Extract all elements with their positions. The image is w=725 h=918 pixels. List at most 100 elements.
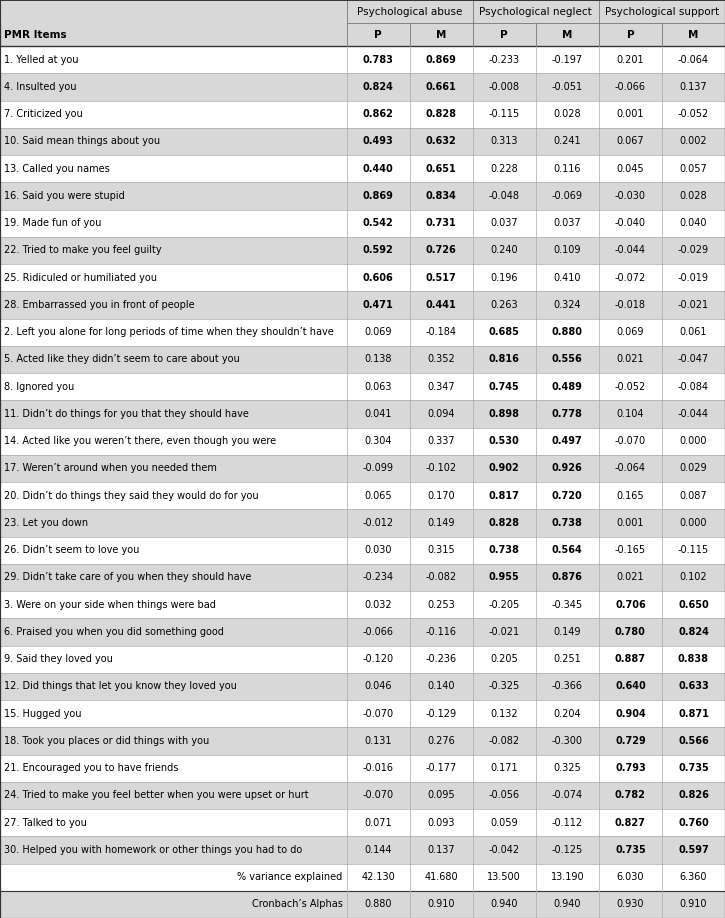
Bar xyxy=(347,264,410,291)
Text: 0.137: 0.137 xyxy=(679,82,708,92)
Bar xyxy=(662,23,725,46)
Text: 0.930: 0.930 xyxy=(617,900,644,910)
Text: -0.052: -0.052 xyxy=(615,382,646,392)
Text: 0.001: 0.001 xyxy=(617,109,644,119)
Bar xyxy=(662,727,725,755)
Text: M: M xyxy=(562,29,573,39)
Bar xyxy=(473,591,536,619)
Bar xyxy=(599,836,662,864)
Text: 0.149: 0.149 xyxy=(554,627,581,637)
Bar xyxy=(536,346,599,373)
Bar xyxy=(662,428,725,454)
Bar xyxy=(0,400,347,428)
Text: 0.940: 0.940 xyxy=(554,900,581,910)
Bar xyxy=(662,183,725,209)
Bar xyxy=(536,128,599,155)
Bar xyxy=(410,319,473,346)
Bar xyxy=(0,319,347,346)
Text: 0.040: 0.040 xyxy=(680,218,707,229)
Bar xyxy=(599,101,662,128)
Text: 0.087: 0.087 xyxy=(679,491,708,500)
Bar xyxy=(0,619,347,645)
Text: 0.045: 0.045 xyxy=(616,163,645,174)
Text: 0.030: 0.030 xyxy=(365,545,392,555)
Text: 0.263: 0.263 xyxy=(490,300,518,310)
Text: 0.862: 0.862 xyxy=(362,109,394,119)
Text: 0.817: 0.817 xyxy=(489,491,520,500)
Bar xyxy=(347,183,410,209)
Bar xyxy=(536,700,599,727)
Text: 0.834: 0.834 xyxy=(426,191,457,201)
Text: 0.313: 0.313 xyxy=(491,137,518,147)
Text: 0.816: 0.816 xyxy=(489,354,520,364)
Bar xyxy=(347,400,410,428)
Bar xyxy=(0,755,347,782)
Bar xyxy=(536,400,599,428)
Bar xyxy=(536,482,599,509)
Text: -0.021: -0.021 xyxy=(489,627,520,637)
Text: 0.738: 0.738 xyxy=(489,545,520,555)
Bar xyxy=(410,509,473,536)
Bar xyxy=(599,264,662,291)
Text: 0.729: 0.729 xyxy=(615,736,646,746)
Bar xyxy=(0,727,347,755)
Text: 0.745: 0.745 xyxy=(489,382,520,392)
Text: 0.783: 0.783 xyxy=(362,55,394,65)
Text: -0.120: -0.120 xyxy=(362,655,394,664)
Bar xyxy=(536,46,599,73)
Bar xyxy=(347,700,410,727)
Bar xyxy=(536,864,599,890)
Bar xyxy=(473,264,536,291)
Text: 1. Yelled at you: 1. Yelled at you xyxy=(4,55,78,65)
Text: 0.094: 0.094 xyxy=(428,409,455,419)
Text: 0.069: 0.069 xyxy=(617,327,644,337)
Text: 19. Made fun of you: 19. Made fun of you xyxy=(4,218,102,229)
Text: -0.064: -0.064 xyxy=(678,55,709,65)
Text: 0.880: 0.880 xyxy=(552,327,583,337)
Text: 13.500: 13.500 xyxy=(487,872,521,882)
Bar xyxy=(662,619,725,645)
Text: 0.926: 0.926 xyxy=(552,464,583,474)
Text: 0.902: 0.902 xyxy=(489,464,520,474)
Bar xyxy=(347,727,410,755)
Text: -0.066: -0.066 xyxy=(362,627,394,637)
Bar xyxy=(0,673,347,700)
Text: 0.138: 0.138 xyxy=(365,354,392,364)
Text: 0.566: 0.566 xyxy=(678,736,709,746)
Text: 6.030: 6.030 xyxy=(617,872,644,882)
Bar xyxy=(347,836,410,864)
Text: 0.887: 0.887 xyxy=(615,655,646,664)
Bar xyxy=(347,673,410,700)
Bar xyxy=(410,23,473,46)
Bar xyxy=(410,237,473,264)
Text: 0.228: 0.228 xyxy=(490,163,518,174)
Text: 0.170: 0.170 xyxy=(427,491,455,500)
Bar xyxy=(599,700,662,727)
Bar xyxy=(662,536,725,564)
Text: 0.410: 0.410 xyxy=(554,273,581,283)
Text: 0.137: 0.137 xyxy=(427,845,455,855)
Bar xyxy=(599,23,662,46)
Bar xyxy=(662,346,725,373)
Text: 0.240: 0.240 xyxy=(490,245,518,255)
Bar xyxy=(0,564,347,591)
Bar xyxy=(662,319,725,346)
Text: 7. Criticized you: 7. Criticized you xyxy=(4,109,83,119)
Bar xyxy=(347,128,410,155)
Text: 0.826: 0.826 xyxy=(678,790,709,800)
Bar xyxy=(410,482,473,509)
Bar xyxy=(599,809,662,836)
Text: 29. Didn’t take care of you when they should have: 29. Didn’t take care of you when they sh… xyxy=(4,573,252,582)
Text: 0.793: 0.793 xyxy=(615,763,646,773)
Bar xyxy=(473,0,599,23)
Text: 0.253: 0.253 xyxy=(427,599,455,610)
Bar xyxy=(662,673,725,700)
Bar xyxy=(536,73,599,101)
Bar xyxy=(0,237,347,264)
Bar xyxy=(410,183,473,209)
Bar xyxy=(473,536,536,564)
Text: 0.325: 0.325 xyxy=(553,763,581,773)
Text: 0.065: 0.065 xyxy=(364,491,392,500)
Text: -0.064: -0.064 xyxy=(615,464,646,474)
Bar xyxy=(536,209,599,237)
